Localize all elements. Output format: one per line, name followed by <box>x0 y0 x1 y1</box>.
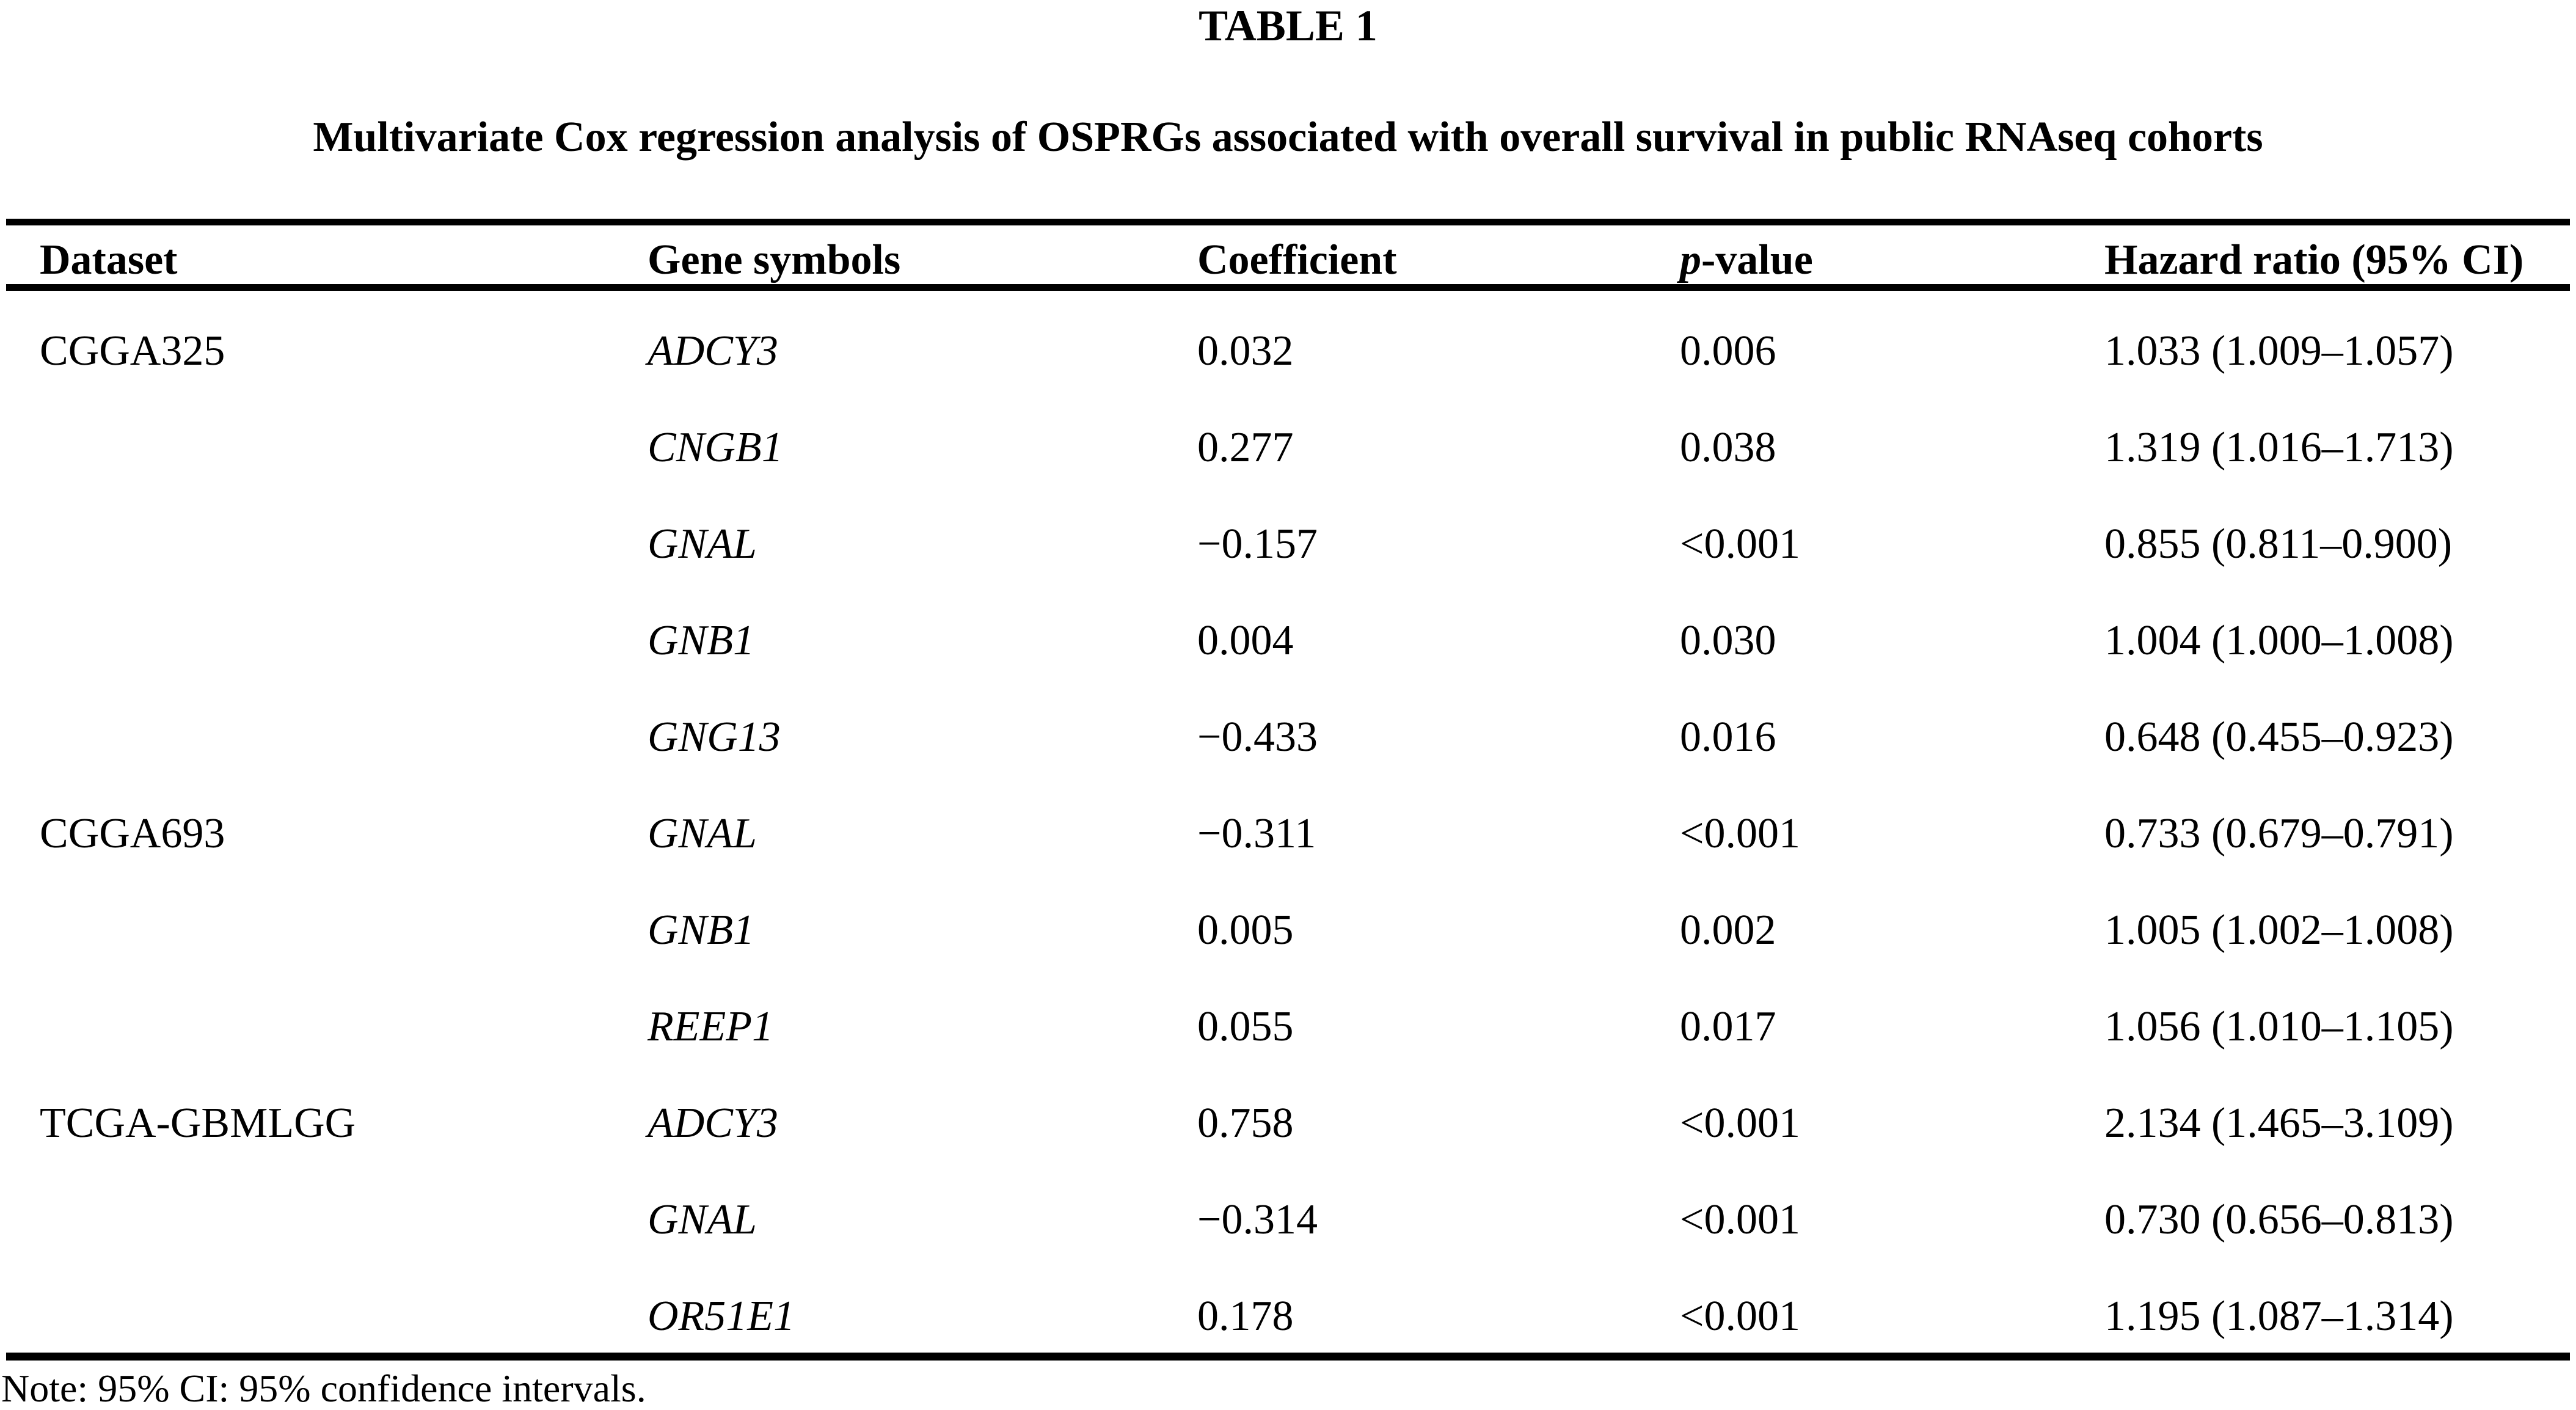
hazard-ratio-cell: 1.195 (1.087–1.314) <box>2104 1293 2454 1340</box>
hazard-ratio-cell: 2.134 (1.465–3.109) <box>2104 1100 2454 1147</box>
coefficient-cell: 0.005 <box>1197 907 1294 954</box>
table-row: TCGA-GBMLGG ADCY3 0.758 <0.001 2.134 (1.… <box>6 1063 2570 1160</box>
p-value-cell: 0.017 <box>1680 1003 1776 1050</box>
dataset-cell <box>6 484 648 580</box>
table-body: CGGA325 ADCY3 0.032 0.006 1.033 (1.009–1… <box>6 288 2570 1357</box>
hazard-ratio-cell: 1.319 (1.016–1.713) <box>2104 424 2454 471</box>
dataset-cell <box>6 870 648 966</box>
dataset-cell <box>6 580 648 677</box>
gene-symbol-cell: GNB1 <box>648 907 754 954</box>
coefficient-cell: −0.314 <box>1197 1196 1318 1243</box>
coefficient-cell: 0.277 <box>1197 424 1294 471</box>
coefficient-cell: 0.055 <box>1197 1003 1294 1050</box>
table-row: GNB1 0.005 0.002 1.005 (1.002–1.008) <box>6 870 2570 966</box>
column-header-gene-symbols: Gene symbols <box>648 236 901 283</box>
table-header: Dataset Gene symbols Coefficient p-value… <box>6 222 2570 288</box>
table-row: CNGB1 0.277 0.038 1.319 (1.016–1.713) <box>6 387 2570 484</box>
coefficient-cell: 0.758 <box>1197 1100 1294 1147</box>
gene-symbol-cell: GNG13 <box>648 714 781 761</box>
table-row: GNB1 0.004 0.030 1.004 (1.000–1.008) <box>6 580 2570 677</box>
gene-symbol-cell: GNB1 <box>648 617 754 664</box>
coefficient-cell: 0.178 <box>1197 1293 1294 1340</box>
column-header-hazard-ratio: Hazard ratio (95% CI) <box>2104 236 2524 283</box>
dataset-cell <box>6 677 648 773</box>
column-header-p-value: p-value <box>1680 222 2104 288</box>
gene-symbol-cell: OR51E1 <box>648 1293 795 1340</box>
column-header-coefficient: Coefficient <box>1197 236 1397 283</box>
table-row: GNAL −0.157 <0.001 0.855 (0.811–0.900) <box>6 484 2570 580</box>
gene-symbol-cell: GNAL <box>648 1196 757 1243</box>
dataset-cell <box>6 966 648 1063</box>
gene-symbol-cell: ADCY3 <box>648 1100 778 1147</box>
p-value-cell: <0.001 <box>1680 1100 1800 1147</box>
gene-symbol-cell: REEP1 <box>648 1003 774 1050</box>
gene-symbol-cell: ADCY3 <box>648 327 778 374</box>
table-row: GNAL −0.314 <0.001 0.730 (0.656–0.813) <box>6 1160 2570 1256</box>
header-row: Dataset Gene symbols Coefficient p-value… <box>6 222 2570 288</box>
coefficient-cell: −0.433 <box>1197 714 1318 761</box>
hazard-ratio-cell: 0.730 (0.656–0.813) <box>2104 1196 2454 1243</box>
p-value-cell: 0.038 <box>1680 424 1776 471</box>
p-value-rest-part: -value <box>1701 236 1813 283</box>
table-row: GNG13 −0.433 0.016 0.648 (0.455–0.923) <box>6 677 2570 773</box>
table-title: Multivariate Cox regression analysis of … <box>313 114 2263 161</box>
p-value-cell: 0.002 <box>1680 907 1776 954</box>
p-value-cell: 0.016 <box>1680 714 1776 761</box>
table-row: CGGA693 GNAL −0.311 <0.001 0.733 (0.679–… <box>6 773 2570 870</box>
column-header-dataset: Dataset <box>40 236 178 283</box>
hazard-ratio-cell: 1.004 (1.000–1.008) <box>2104 617 2454 664</box>
gene-symbol-cell: CNGB1 <box>648 424 783 471</box>
p-value-cell: 0.006 <box>1680 327 1776 374</box>
dataset-cell <box>6 1256 648 1357</box>
p-value-cell: <0.001 <box>1680 1196 1800 1243</box>
hazard-ratio-cell: 0.648 (0.455–0.923) <box>2104 714 2454 761</box>
table-row: OR51E1 0.178 <0.001 1.195 (1.087–1.314) <box>6 1256 2570 1357</box>
p-value-cell: <0.001 <box>1680 521 1800 568</box>
gene-symbol-cell: GNAL <box>648 521 757 568</box>
p-value-cell: <0.001 <box>1680 1293 1800 1340</box>
dataset-cell <box>6 1160 648 1256</box>
hazard-ratio-cell: 1.056 (1.010–1.105) <box>2104 1003 2454 1050</box>
coefficient-cell: 0.004 <box>1197 617 1294 664</box>
hazard-ratio-cell: 0.733 (0.679–0.791) <box>2104 810 2454 857</box>
p-value-italic-part: p <box>1680 236 1701 283</box>
coefficient-cell: −0.157 <box>1197 521 1318 568</box>
dataset-cell: TCGA-GBMLGG <box>40 1100 356 1147</box>
coefficient-cell: 0.032 <box>1197 327 1294 374</box>
gene-symbol-cell: GNAL <box>648 810 757 857</box>
hazard-ratio-cell: 1.005 (1.002–1.008) <box>2104 907 2454 954</box>
dataset-cell <box>6 387 648 484</box>
table-footnote: Note: 95% CI: 95% confidence intervals. <box>1 1367 646 1410</box>
coefficient-cell: −0.311 <box>1197 810 1316 857</box>
table-row: REEP1 0.055 0.017 1.056 (1.010–1.105) <box>6 966 2570 1063</box>
p-value-cell: <0.001 <box>1680 810 1800 857</box>
table-row: CGGA325 ADCY3 0.032 0.006 1.033 (1.009–1… <box>6 288 2570 388</box>
dataset-cell: CGGA693 <box>40 810 225 857</box>
cox-regression-table: Dataset Gene symbols Coefficient p-value… <box>6 219 2570 1361</box>
dataset-cell: CGGA325 <box>40 327 225 374</box>
hazard-ratio-cell: 1.033 (1.009–1.057) <box>2104 327 2454 374</box>
p-value-cell: 0.030 <box>1680 617 1776 664</box>
table-number-label: TABLE 1 <box>1199 1 1377 50</box>
hazard-ratio-cell: 0.855 (0.811–0.900) <box>2104 521 2453 568</box>
